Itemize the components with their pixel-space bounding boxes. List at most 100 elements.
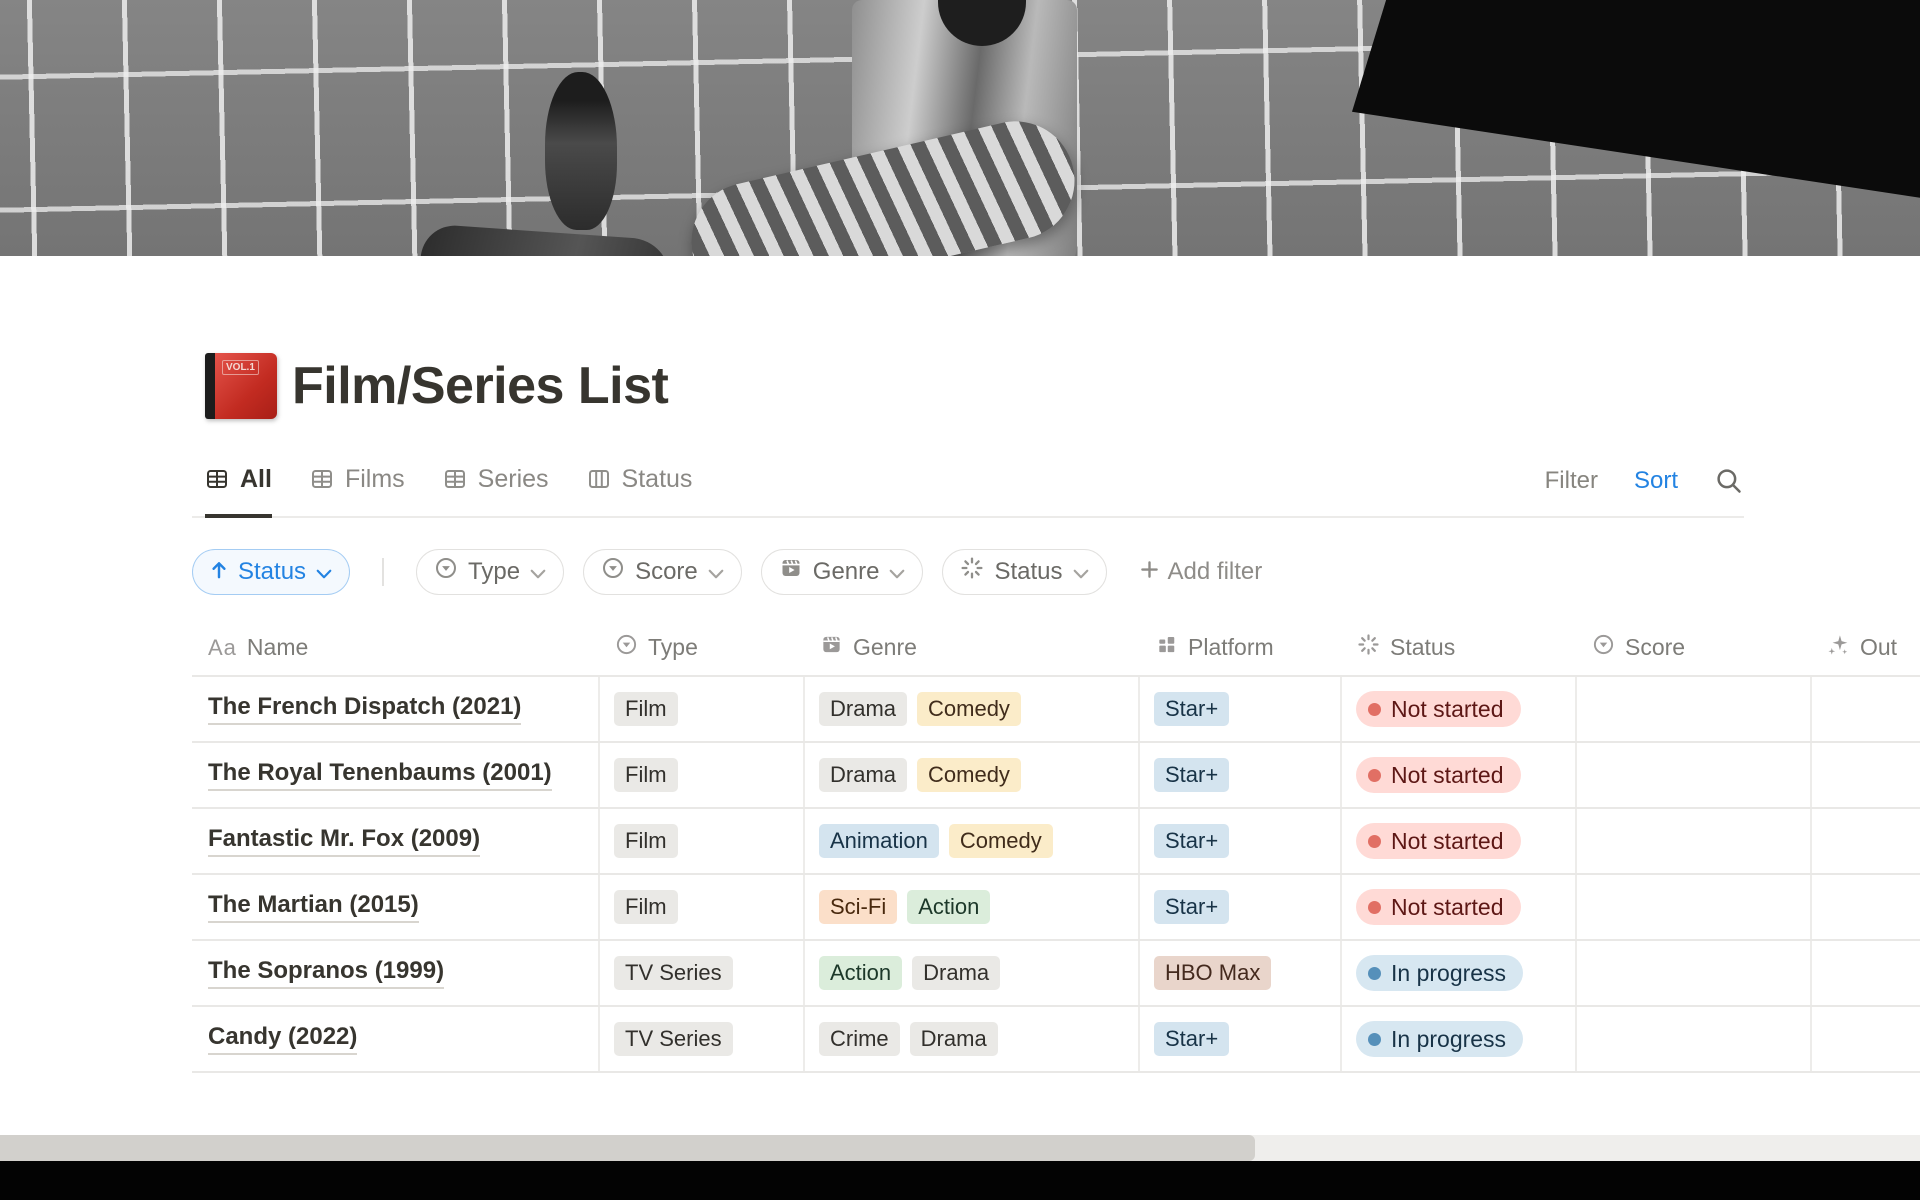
filter-chip-genre[interactable]: Genre: [760, 548, 924, 595]
cell-genre[interactable]: Action Drama: [805, 941, 1140, 1005]
table-row: The Sopranos (1999) TV Series Action Drama H…: [192, 941, 1920, 1007]
column-header-status[interactable]: Status: [1342, 620, 1577, 677]
tab-all[interactable]: All: [205, 460, 272, 518]
chevron-down-icon: [316, 558, 332, 586]
cell-name[interactable]: The French Dispatch (2021): [192, 677, 600, 741]
genre-tag: Comedy: [948, 824, 1053, 858]
cell-status[interactable]: In progress: [1342, 941, 1577, 1005]
cell-platform[interactable]: Star+: [1140, 809, 1342, 873]
platform-tag: Star+: [1154, 758, 1230, 792]
status-pill: In progress: [1356, 1021, 1524, 1057]
cell-score[interactable]: [1577, 1007, 1812, 1071]
cell-type[interactable]: TV Series: [600, 941, 805, 1005]
type-tag: TV Series: [614, 1022, 733, 1056]
cell-type[interactable]: Film: [600, 677, 805, 741]
cell-status[interactable]: Not started: [1342, 743, 1577, 807]
row-title-link[interactable]: Candy (2022): [208, 1023, 358, 1055]
cell-name[interactable]: The Sopranos (1999): [192, 941, 600, 1005]
cell-out[interactable]: [1812, 677, 1920, 741]
search-icon[interactable]: [1714, 466, 1744, 496]
tab-films[interactable]: Films: [310, 460, 405, 518]
status-pill: Not started: [1356, 757, 1521, 793]
cell-out[interactable]: [1812, 743, 1920, 807]
status-pill: Not started: [1356, 889, 1521, 925]
cell-out[interactable]: [1812, 809, 1920, 873]
cell-score[interactable]: [1577, 875, 1812, 939]
sort-button[interactable]: Sort: [1633, 467, 1678, 494]
cell-type[interactable]: Film: [600, 743, 805, 807]
type-tag: TV Series: [614, 956, 733, 990]
tab-label: Films: [344, 464, 405, 493]
status-dot-icon: [1368, 966, 1381, 980]
cell-platform[interactable]: Star+: [1140, 743, 1342, 807]
column-header-label: Status: [1390, 634, 1456, 660]
sort-chip-status[interactable]: Status: [192, 548, 351, 595]
cell-platform[interactable]: Star+: [1140, 1007, 1342, 1071]
cell-genre[interactable]: Animation Comedy: [805, 809, 1140, 873]
row-title-link[interactable]: The French Dispatch (2021): [208, 693, 522, 725]
cell-platform[interactable]: Star+: [1140, 875, 1342, 939]
page-cover-image: [0, 0, 1920, 256]
cell-genre[interactable]: Drama Comedy: [805, 743, 1140, 807]
filter-chip-type[interactable]: Type: [416, 548, 565, 595]
horizontal-scrollbar-thumb[interactable]: [0, 1135, 1255, 1161]
filter-chip-status[interactable]: Status: [942, 548, 1107, 595]
status-pill: In progress: [1356, 955, 1524, 991]
filter-chip-score[interactable]: Score: [583, 548, 742, 595]
status-pill: Not started: [1356, 691, 1521, 727]
cell-status[interactable]: Not started: [1342, 809, 1577, 873]
row-title-link[interactable]: The Martian (2015): [208, 891, 419, 923]
cell-status[interactable]: In progress: [1342, 1007, 1577, 1071]
genre-tag: Drama: [912, 956, 1001, 990]
add-filter-button[interactable]: Add filter: [1140, 558, 1262, 586]
cell-name[interactable]: The Royal Tenenbaums (2001): [192, 743, 600, 807]
type-tag: Film: [614, 692, 678, 726]
horizontal-scrollbar-track[interactable]: [0, 1135, 1920, 1161]
cell-type[interactable]: TV Series: [600, 1007, 805, 1071]
cell-platform[interactable]: HBO Max: [1140, 941, 1342, 1005]
cell-score[interactable]: [1577, 809, 1812, 873]
filter-button[interactable]: Filter: [1544, 467, 1598, 494]
chevron-down-icon: [530, 558, 546, 586]
filter-chip-label: Status: [994, 557, 1063, 585]
tab-series[interactable]: Series: [443, 460, 549, 518]
cell-name[interactable]: The Martian (2015): [192, 875, 600, 939]
cell-name[interactable]: Fantastic Mr. Fox (2009): [192, 809, 600, 873]
table-row: The Royal Tenenbaums (2001) Film Drama Come…: [192, 743, 1920, 809]
cell-out[interactable]: [1812, 1007, 1920, 1071]
status-dot-icon: [1368, 1032, 1381, 1046]
select-icon: [434, 556, 458, 587]
cell-out[interactable]: [1812, 875, 1920, 939]
cell-score[interactable]: [1577, 941, 1812, 1005]
column-header-label: Type: [648, 634, 698, 660]
row-title-link[interactable]: The Royal Tenenbaums (2001): [208, 759, 552, 791]
row-title-link[interactable]: The Sopranos (1999): [208, 957, 445, 989]
cell-genre[interactable]: Drama Comedy: [805, 677, 1140, 741]
column-header-score[interactable]: Score: [1577, 620, 1812, 677]
column-header-type[interactable]: Type: [600, 620, 805, 677]
tab-status[interactable]: Status: [587, 460, 692, 518]
cell-type[interactable]: Film: [600, 809, 805, 873]
cell-out[interactable]: [1812, 941, 1920, 1005]
page-title-row: VOL.1 Film/Series List: [205, 352, 1920, 420]
cell-name[interactable]: Candy (2022): [192, 1007, 600, 1071]
cell-genre[interactable]: Crime Drama: [805, 1007, 1140, 1071]
chevron-down-icon: [708, 558, 724, 586]
status-pill-label: In progress: [1391, 1025, 1507, 1052]
column-header-genre[interactable]: Genre: [805, 620, 1140, 677]
column-header-platform[interactable]: Platform: [1140, 620, 1342, 677]
cell-score[interactable]: [1577, 677, 1812, 741]
genre-tag: Action: [819, 956, 903, 990]
type-tag: Film: [614, 824, 678, 858]
cell-genre[interactable]: Sci-Fi Action: [805, 875, 1140, 939]
cell-score[interactable]: [1577, 743, 1812, 807]
column-header-name[interactable]: Aa Name: [192, 620, 600, 677]
cell-status[interactable]: Not started: [1342, 677, 1577, 741]
cell-platform[interactable]: Star+: [1140, 677, 1342, 741]
cell-status[interactable]: Not started: [1342, 875, 1577, 939]
column-header-out[interactable]: Out: [1812, 620, 1920, 677]
cell-type[interactable]: Film: [600, 875, 805, 939]
genre-tag: Drama: [909, 1022, 998, 1056]
row-title-link[interactable]: Fantastic Mr. Fox (2009): [208, 825, 481, 857]
table-header-row: Aa Name Type Genre Platform Status Score Out: [192, 620, 1920, 677]
